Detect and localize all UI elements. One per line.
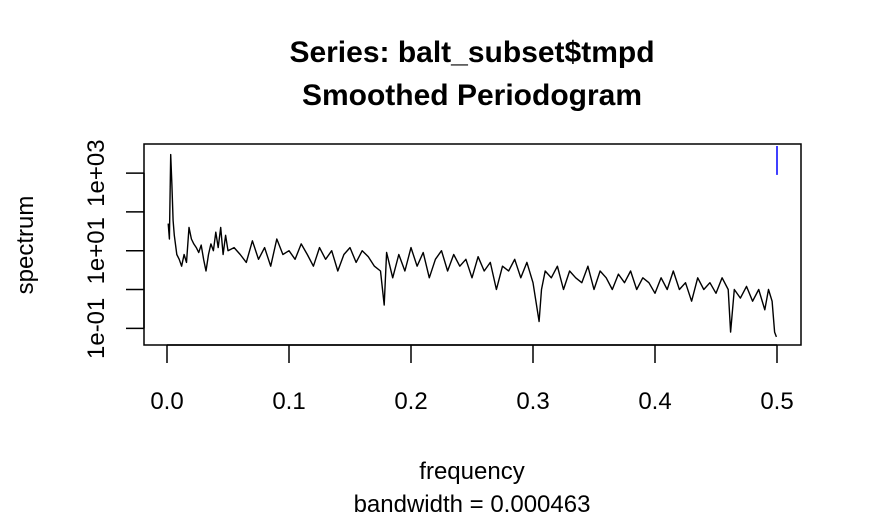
plot-frame <box>143 143 802 346</box>
x-axis: 0.0 0.1 0.2 0.3 0.4 0.5 <box>150 344 794 415</box>
chart-title: Series: balt_subset$tmpd <box>289 36 654 69</box>
y-axis-label: spectrum <box>12 196 39 295</box>
y-tick-label: 1e+01 <box>83 217 110 284</box>
x-tick-label: 0.2 <box>394 388 427 415</box>
x-axis-label: frequency <box>419 458 524 485</box>
y-tick-label: 1e-01 <box>83 298 110 359</box>
x-tick-label: 0.1 <box>272 388 305 415</box>
y-axis: 1e-01 1e+01 1e+03 <box>83 139 145 359</box>
chart-subtitle: Smoothed Periodogram <box>302 79 642 112</box>
x-tick-label: 0.0 <box>150 388 183 415</box>
spectrum-line <box>167 153 778 338</box>
x-tick-label: 0.3 <box>516 388 549 415</box>
x-tick-label: 0.4 <box>638 388 671 415</box>
x-tick-label: 0.5 <box>760 388 793 415</box>
bandwidth-label: bandwidth = 0.000463 <box>354 491 591 518</box>
y-tick-label: 1e+03 <box>83 139 110 206</box>
